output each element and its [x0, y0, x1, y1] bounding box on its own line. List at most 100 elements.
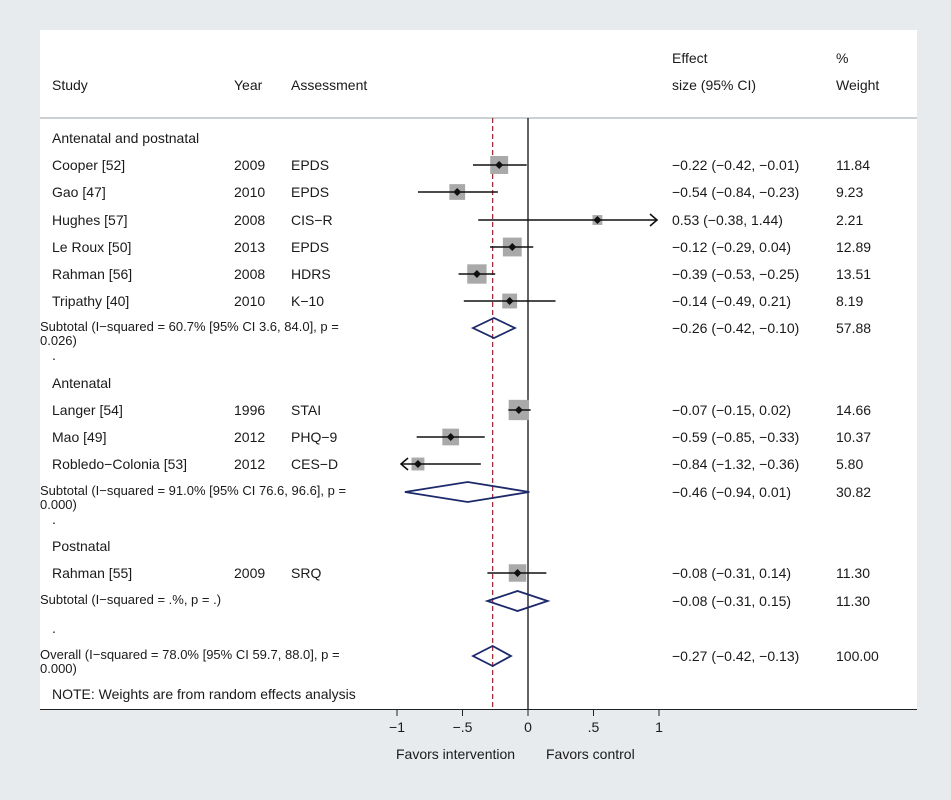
point-estimate — [495, 161, 504, 169]
study-name: Rahman [56] — [52, 266, 133, 282]
study-name: Hughes [57] — [52, 212, 128, 228]
study-weight: 10.37 — [836, 429, 872, 445]
study-marker — [478, 213, 659, 227]
study-weight: 14.66 — [836, 402, 872, 418]
study-name: Tripathy [40] — [52, 293, 130, 309]
study-name: Rahman [55] — [52, 565, 133, 581]
header-year: Year — [234, 77, 263, 93]
study-assessment: K−10 — [291, 293, 325, 309]
overall-effect-ci: −0.27 (−0.42, −0.13) — [672, 648, 800, 664]
study-year: 2012 — [234, 456, 266, 472]
ci-arrow-right — [649, 213, 659, 227]
study-assessment: SRQ — [291, 565, 322, 581]
study-weight: 8.19 — [836, 293, 864, 309]
study-year: 2009 — [234, 565, 266, 581]
bottom-axis-line — [40, 709, 917, 710]
subtotal-weight: 57.88 — [836, 320, 872, 336]
x-tick-label: .5 — [587, 719, 600, 735]
x-tick-label: 0 — [524, 719, 532, 735]
favors-intervention-label: Favors intervention — [396, 746, 516, 762]
header-effect-line2: size (95% CI) — [672, 77, 757, 93]
study-weight: 11.84 — [836, 157, 870, 173]
effect-size-ci: −0.39 (−0.53, −0.25) — [672, 266, 800, 282]
x-tick-label: −.5 — [452, 719, 473, 735]
study-name: Gao [47] — [52, 184, 106, 200]
study-assessment: EPDS — [291, 184, 330, 200]
subtotal-diamond — [470, 317, 517, 339]
subtotal-effect-ci: −0.26 (−0.42, −0.10) — [672, 320, 800, 336]
study-marker — [458, 264, 496, 284]
point-estimate — [514, 406, 523, 414]
study-name: Robledo−Colonia [53] — [52, 456, 188, 472]
effect-size-ci: −0.14 (−0.49, 0.21) — [672, 293, 792, 309]
study-weight: 2.21 — [836, 212, 864, 228]
group-label: Antenatal and postnatal — [52, 130, 200, 146]
study-weight: 9.23 — [836, 184, 864, 200]
study-marker — [463, 293, 556, 309]
point-estimate — [413, 460, 422, 468]
study-year: 2008 — [234, 212, 266, 228]
header-study: Study — [52, 77, 88, 93]
point-estimate — [505, 297, 514, 305]
x-tick-label: 1 — [655, 719, 663, 735]
point-estimate — [508, 243, 517, 251]
subtotal-diamond — [404, 481, 530, 503]
study-assessment: EPDS — [291, 157, 330, 173]
study-year: 2013 — [234, 239, 266, 255]
x-tick-label: −1 — [389, 719, 405, 735]
study-marker — [490, 237, 534, 257]
study-weight: 11.30 — [836, 565, 870, 581]
study-assessment: CIS−R — [291, 212, 333, 228]
spacer-dot: . — [52, 347, 56, 363]
ci-arrow-left — [399, 457, 409, 471]
subtotal-weight: 30.82 — [836, 484, 872, 500]
study-marker — [416, 428, 485, 446]
study-marker — [417, 184, 498, 200]
study-marker — [399, 457, 481, 471]
header-weight-line2: Weight — [836, 77, 880, 93]
point-estimate — [446, 433, 455, 441]
study-weight: 12.89 — [836, 239, 872, 255]
spacer-dot: . — [52, 620, 56, 636]
study-year: 2010 — [234, 293, 266, 309]
subtotal-diamond — [484, 590, 551, 612]
study-marker — [508, 399, 531, 421]
group-label: Postnatal — [52, 538, 111, 554]
point-estimate — [453, 188, 462, 196]
study-weight: 13.51 — [836, 266, 872, 282]
study-assessment: CES−D — [291, 456, 339, 472]
subtotal-label: Subtotal (I−squared = .%, p = .) — [40, 592, 222, 607]
study-assessment: HDRS — [291, 266, 331, 282]
point-estimate — [513, 569, 522, 577]
favors-control-label: Favors control — [546, 746, 635, 762]
study-name: Le Roux [50] — [52, 239, 132, 255]
effect-size-ci: −0.08 (−0.31, 0.14) — [672, 565, 792, 581]
study-weight: 5.80 — [836, 456, 864, 472]
point-estimate — [593, 216, 602, 224]
effect-size-ci: −0.54 (−0.84, −0.23) — [672, 184, 800, 200]
overall-weight: 100.00 — [836, 648, 879, 664]
study-marker — [472, 156, 527, 174]
subtotal-effect-ci: −0.46 (−0.94, 0.01) — [672, 484, 792, 500]
study-name: Cooper [52] — [52, 157, 126, 173]
study-assessment: STAI — [291, 402, 322, 418]
subtotal-label: Subtotal (I−squared = 91.0% [95% CI 76.6… — [40, 483, 347, 512]
group-label: Antenatal — [52, 375, 112, 391]
effect-size-ci: −0.59 (−0.85, −0.33) — [672, 429, 800, 445]
study-year: 2012 — [234, 429, 266, 445]
effect-size-ci: −0.07 (−0.15, 0.02) — [672, 402, 792, 418]
subtotal-label: Subtotal (I−squared = 60.7% [95% CI 3.6,… — [40, 319, 339, 348]
effect-size-ci: −0.22 (−0.42, −0.01) — [672, 157, 800, 173]
study-name: Langer [54] — [52, 402, 123, 418]
study-marker — [487, 564, 547, 582]
study-year: 2008 — [234, 266, 266, 282]
header-effect-line1: Effect — [672, 50, 708, 66]
note-text: NOTE: Weights are from random effects an… — [52, 686, 356, 702]
overall-diamond — [470, 644, 513, 668]
study-year: 2009 — [234, 157, 266, 173]
effect-size-ci: −0.12 (−0.29, 0.04) — [672, 239, 792, 255]
effect-size-ci: 0.53 (−0.38, 1.44) — [672, 212, 783, 228]
effect-size-ci: −0.84 (−1.32, −0.36) — [672, 456, 800, 472]
header-weight-line1: % — [836, 50, 849, 66]
